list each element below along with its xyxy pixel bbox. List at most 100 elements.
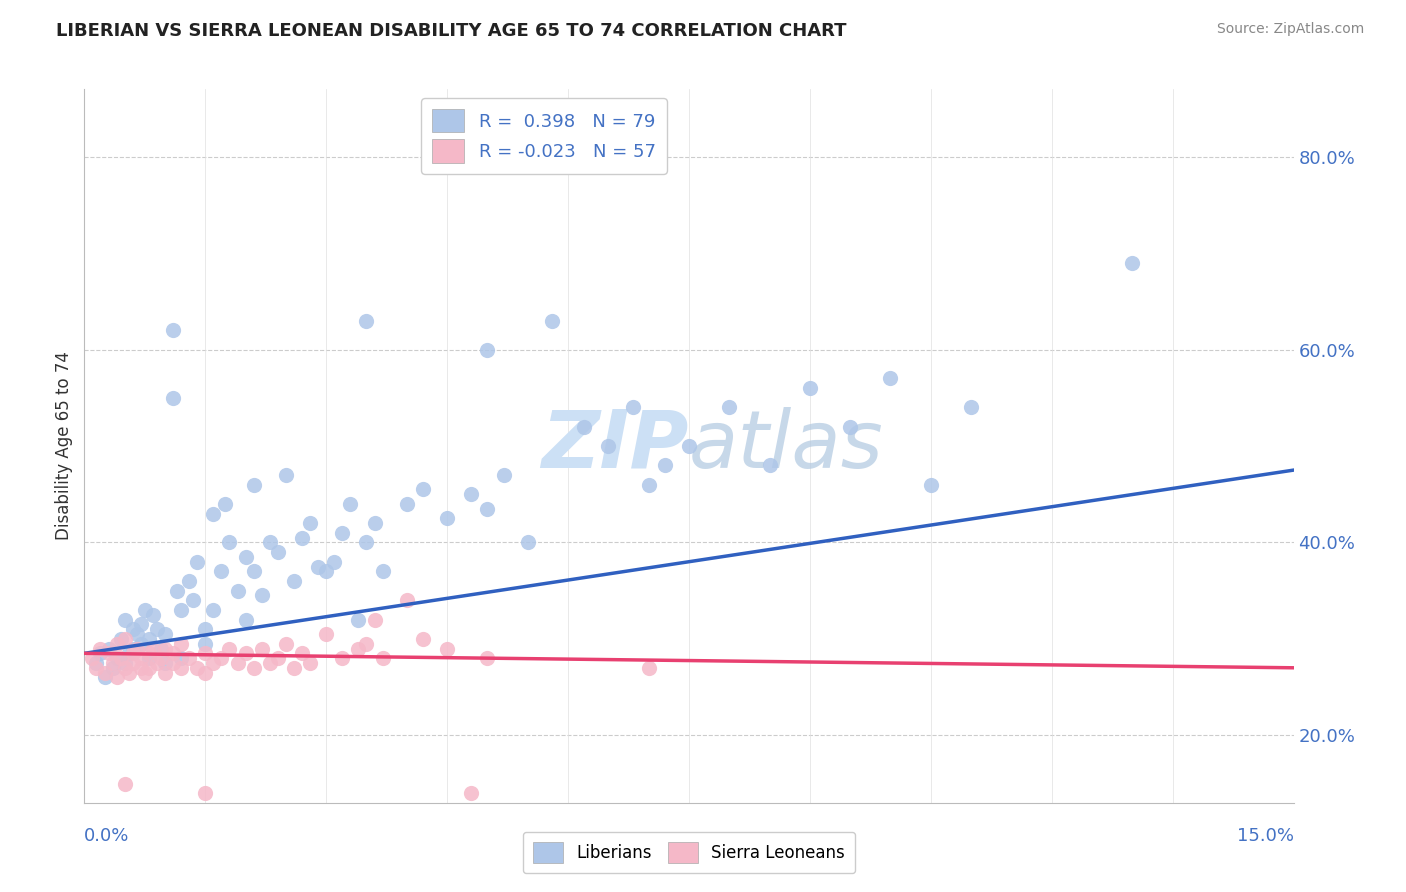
Point	[363, 516, 385, 530]
Point	[181, 593, 204, 607]
Point	[299, 656, 322, 670]
Point	[114, 613, 136, 627]
Point	[114, 632, 136, 646]
Point	[356, 313, 378, 327]
Point	[162, 391, 184, 405]
Point	[477, 501, 499, 516]
Point	[235, 549, 257, 564]
Point	[162, 646, 184, 660]
Point	[218, 535, 240, 549]
Point	[621, 401, 644, 415]
Point	[202, 507, 225, 521]
Point	[125, 641, 148, 656]
Point	[315, 627, 337, 641]
Text: 15.0%: 15.0%	[1236, 827, 1294, 845]
Point	[194, 637, 217, 651]
Point	[960, 401, 983, 415]
Point	[347, 641, 370, 656]
Point	[516, 535, 538, 549]
Point	[283, 661, 305, 675]
Point	[839, 419, 862, 434]
Point	[218, 641, 240, 656]
Point	[153, 656, 176, 670]
Point	[153, 641, 176, 656]
Point	[162, 323, 184, 337]
Text: ZIP: ZIP	[541, 407, 689, 485]
Point	[105, 637, 128, 651]
Point	[142, 641, 165, 656]
Point	[274, 637, 297, 651]
Point	[235, 613, 257, 627]
Point	[637, 477, 659, 491]
Y-axis label: Disability Age 65 to 74: Disability Age 65 to 74	[55, 351, 73, 541]
Point	[194, 646, 217, 660]
Point	[572, 419, 595, 434]
Point	[477, 651, 499, 665]
Text: LIBERIAN VS SIERRA LEONEAN DISABILITY AGE 65 TO 74 CORRELATION CHART: LIBERIAN VS SIERRA LEONEAN DISABILITY AG…	[56, 22, 846, 40]
Point	[101, 656, 124, 670]
Point	[138, 661, 160, 675]
Point	[101, 661, 124, 675]
Point	[259, 656, 281, 670]
Point	[242, 477, 264, 491]
Point	[170, 661, 193, 675]
Point	[142, 607, 165, 622]
Point	[129, 617, 152, 632]
Point	[125, 627, 148, 641]
Point	[356, 535, 378, 549]
Point	[105, 651, 128, 665]
Point	[162, 656, 184, 670]
Point	[170, 637, 193, 651]
Point	[146, 622, 169, 636]
Point	[149, 651, 172, 665]
Point	[299, 516, 322, 530]
Point	[323, 555, 346, 569]
Point	[330, 525, 353, 540]
Point	[105, 670, 128, 684]
Point	[202, 603, 225, 617]
Point	[134, 665, 156, 680]
Legend: Liberians, Sierra Leoneans: Liberians, Sierra Leoneans	[523, 831, 855, 873]
Point	[97, 646, 120, 660]
Point	[250, 641, 273, 656]
Point	[134, 603, 156, 617]
Point	[82, 651, 104, 665]
Point	[89, 646, 111, 660]
Point	[291, 646, 314, 660]
Point	[179, 651, 201, 665]
Point	[436, 641, 458, 656]
Point	[226, 656, 249, 670]
Point	[347, 613, 370, 627]
Point	[138, 646, 160, 660]
Point	[114, 661, 136, 675]
Point	[242, 661, 264, 675]
Point	[267, 545, 290, 559]
Point	[89, 641, 111, 656]
Point	[356, 637, 378, 651]
Text: atlas: atlas	[689, 407, 884, 485]
Point	[412, 632, 434, 646]
Point	[121, 656, 143, 670]
Point	[315, 565, 337, 579]
Point	[637, 661, 659, 675]
Point	[209, 651, 232, 665]
Point	[121, 622, 143, 636]
Point	[477, 343, 499, 357]
Point	[170, 603, 193, 617]
Point	[179, 574, 201, 588]
Point	[307, 559, 329, 574]
Point	[97, 641, 120, 656]
Point	[121, 646, 143, 660]
Point	[235, 646, 257, 660]
Point	[1121, 256, 1143, 270]
Point	[121, 641, 143, 656]
Point	[186, 555, 208, 569]
Point	[149, 641, 172, 656]
Point	[879, 371, 901, 385]
Point	[598, 439, 620, 453]
Point	[654, 458, 676, 473]
Point	[250, 589, 273, 603]
Point	[371, 565, 394, 579]
Point	[194, 786, 217, 800]
Point	[395, 593, 418, 607]
